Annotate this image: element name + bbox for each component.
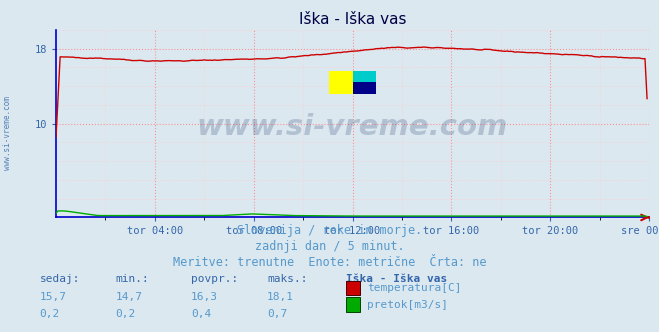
Text: sedaj:: sedaj:	[40, 274, 80, 284]
Text: Meritve: trenutne  Enote: metrične  Črta: ne: Meritve: trenutne Enote: metrične Črta: …	[173, 256, 486, 269]
Text: 14,7: 14,7	[115, 292, 142, 302]
Text: 16,3: 16,3	[191, 292, 218, 302]
Text: temperatura[C]: temperatura[C]	[367, 283, 461, 293]
Text: min.:: min.:	[115, 274, 149, 284]
Text: povpr.:: povpr.:	[191, 274, 239, 284]
Text: Iška - Iška vas: Iška - Iška vas	[346, 274, 447, 284]
FancyBboxPatch shape	[353, 82, 376, 94]
Text: www.si-vreme.com: www.si-vreme.com	[197, 114, 508, 141]
Text: maks.:: maks.:	[267, 274, 307, 284]
Text: www.si-vreme.com: www.si-vreme.com	[3, 96, 13, 170]
FancyBboxPatch shape	[353, 71, 376, 82]
Text: 0,2: 0,2	[40, 309, 60, 319]
Text: pretok[m3/s]: pretok[m3/s]	[367, 300, 448, 310]
Title: Iška - Iška vas: Iška - Iška vas	[299, 12, 407, 27]
Text: 0,4: 0,4	[191, 309, 212, 319]
Text: Slovenija / reke in morje.: Slovenija / reke in morje.	[237, 224, 422, 237]
FancyBboxPatch shape	[329, 71, 353, 94]
Text: 15,7: 15,7	[40, 292, 67, 302]
Text: 18,1: 18,1	[267, 292, 294, 302]
Text: zadnji dan / 5 minut.: zadnji dan / 5 minut.	[254, 240, 405, 253]
Text: 0,7: 0,7	[267, 309, 287, 319]
Text: 0,2: 0,2	[115, 309, 136, 319]
